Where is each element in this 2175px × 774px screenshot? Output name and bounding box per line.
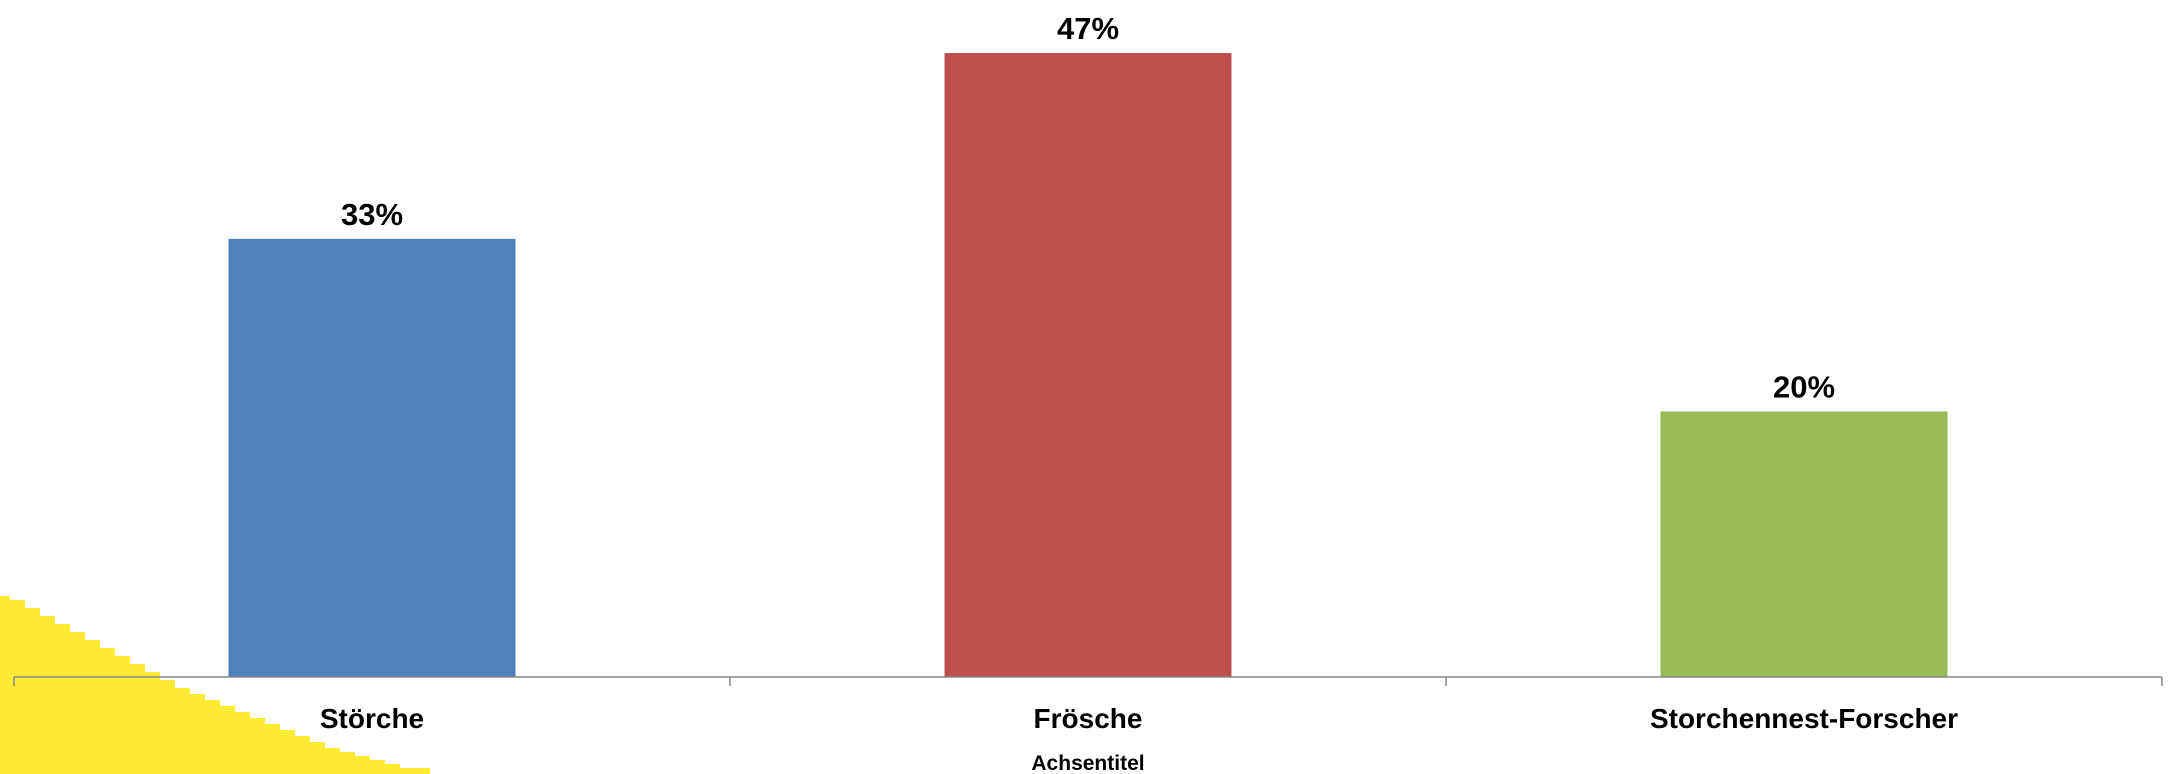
category-label: Störche (320, 703, 424, 734)
bars-group (228, 53, 1948, 677)
data-label: 20% (1773, 369, 1835, 404)
category-label: Frösche (1034, 703, 1143, 734)
category-label: Storchennest-Forscher (1650, 703, 1958, 734)
labels-group: 33% Störche 47% Frösche 20% Storchennest-Fors… (320, 11, 1958, 734)
bar (944, 53, 1232, 677)
x-axis-title: Achsentitel (1031, 752, 1144, 774)
x-axis (13, 676, 2163, 686)
yellow-corner-shape (0, 596, 430, 774)
data-label: 47% (1057, 11, 1119, 46)
bar (1660, 411, 1948, 677)
data-label: 33% (341, 197, 403, 232)
bar (228, 238, 516, 677)
